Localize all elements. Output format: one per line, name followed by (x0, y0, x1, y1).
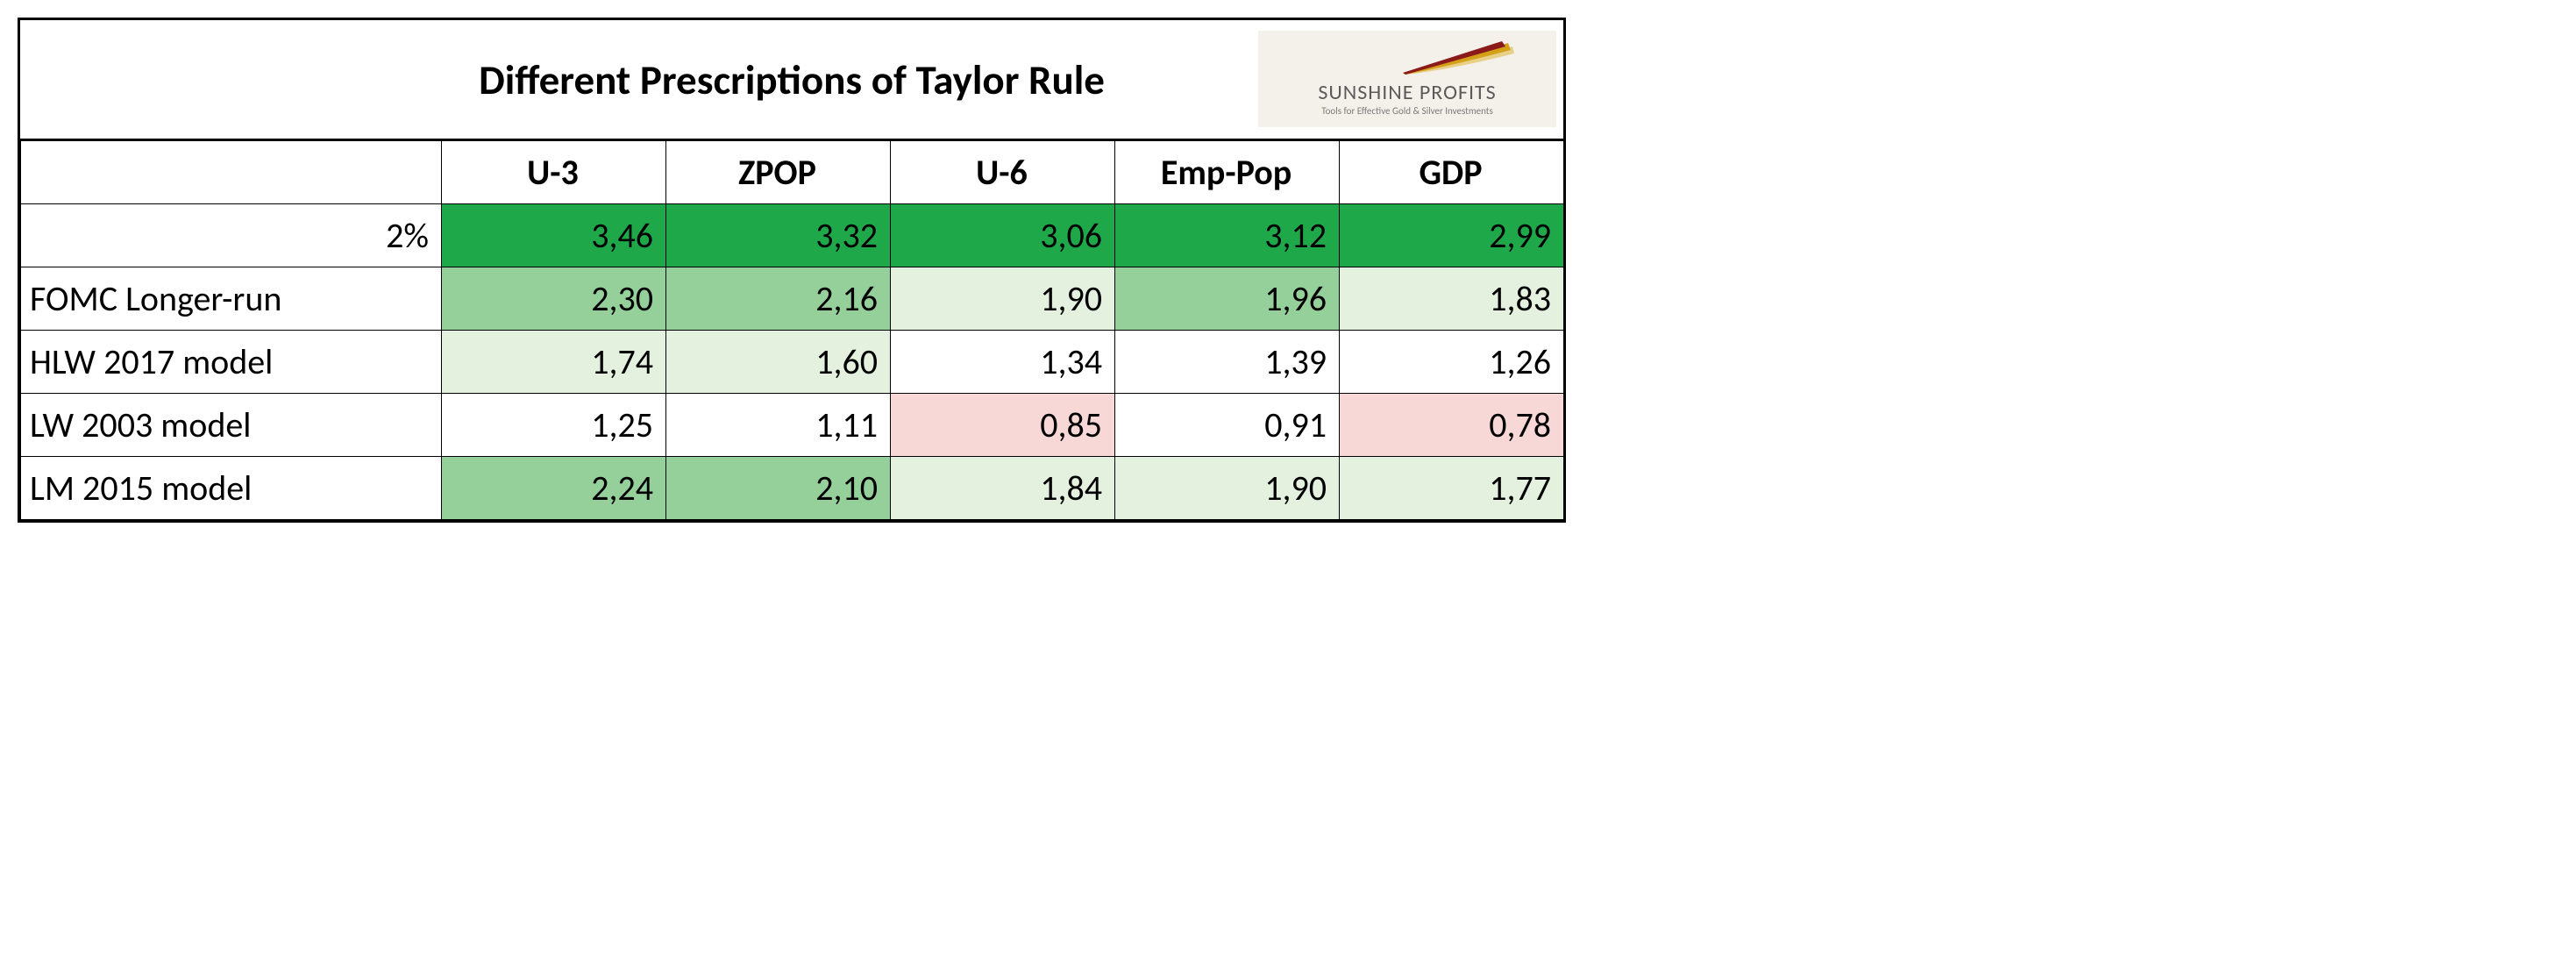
logo-tagline: Tools for Effective Gold & Silver Invest… (1321, 105, 1493, 117)
data-cell: 1,34 (891, 331, 1115, 394)
row-label: 2% (21, 204, 442, 267)
col-header: GDP (1340, 141, 1564, 204)
header-blank (21, 141, 442, 204)
data-cell: 1,60 (666, 331, 891, 394)
sunshine-profits-logo: SUNSHINE PROFITS Tools for Effective Gol… (1258, 31, 1556, 127)
table-row: LW 2003 model1,251,110,850,910,78 (21, 394, 1564, 457)
data-cell: 1,26 (1340, 331, 1564, 394)
data-cell: 1,74 (442, 331, 666, 394)
data-cell: 1,39 (1115, 331, 1340, 394)
data-cell: 3,32 (666, 204, 891, 267)
logo-name: SUNSHINE PROFITS (1318, 80, 1496, 105)
table-row: HLW 2017 model1,741,601,341,391,26 (21, 331, 1564, 394)
col-header: ZPOP (666, 141, 891, 204)
table-row: LM 2015 model2,242,101,841,901,77 (21, 457, 1564, 520)
col-header: Emp-Pop (1115, 141, 1340, 204)
table-title: Different Prescriptions of Taylor Rule (479, 54, 1105, 105)
data-cell: 1,25 (442, 394, 666, 457)
row-label: HLW 2017 model (21, 331, 442, 394)
col-header: U-6 (891, 141, 1115, 204)
data-cell: 3,06 (891, 204, 1115, 267)
col-header: U-3 (442, 141, 666, 204)
data-cell: 1,90 (891, 267, 1115, 331)
data-cell: 2,99 (1340, 204, 1564, 267)
data-cell: 2,30 (442, 267, 666, 331)
table-body: 2%3,463,323,063,122,99FOMC Longer-run2,3… (21, 204, 1564, 520)
row-label: LM 2015 model (21, 457, 442, 520)
data-cell: 2,24 (442, 457, 666, 520)
data-cell: 3,12 (1115, 204, 1340, 267)
data-cell: 1,83 (1340, 267, 1564, 331)
table-row: FOMC Longer-run2,302,161,901,961,83 (21, 267, 1564, 331)
data-cell: 1,90 (1115, 457, 1340, 520)
data-cell: 1,96 (1115, 267, 1340, 331)
title-row: Different Prescriptions of Taylor Rule S… (20, 20, 1563, 140)
table-row: 2%3,463,323,063,122,99 (21, 204, 1564, 267)
row-label: LW 2003 model (21, 394, 442, 457)
row-label: FOMC Longer-run (21, 267, 442, 331)
header-row: U-3 ZPOP U-6 Emp-Pop GDP (21, 141, 1564, 204)
logo-swoosh-icon (1398, 41, 1521, 76)
taylor-rule-table: U-3 ZPOP U-6 Emp-Pop GDP 2%3,463,323,063… (20, 140, 1564, 520)
data-cell: 3,46 (442, 204, 666, 267)
data-cell: 2,10 (666, 457, 891, 520)
data-cell: 1,77 (1340, 457, 1564, 520)
data-cell: 0,85 (891, 394, 1115, 457)
data-cell: 1,11 (666, 394, 891, 457)
data-cell: 2,16 (666, 267, 891, 331)
data-cell: 1,84 (891, 457, 1115, 520)
data-cell: 0,78 (1340, 394, 1564, 457)
taylor-rule-table-container: Different Prescriptions of Taylor Rule S… (18, 18, 1566, 523)
data-cell: 0,91 (1115, 394, 1340, 457)
